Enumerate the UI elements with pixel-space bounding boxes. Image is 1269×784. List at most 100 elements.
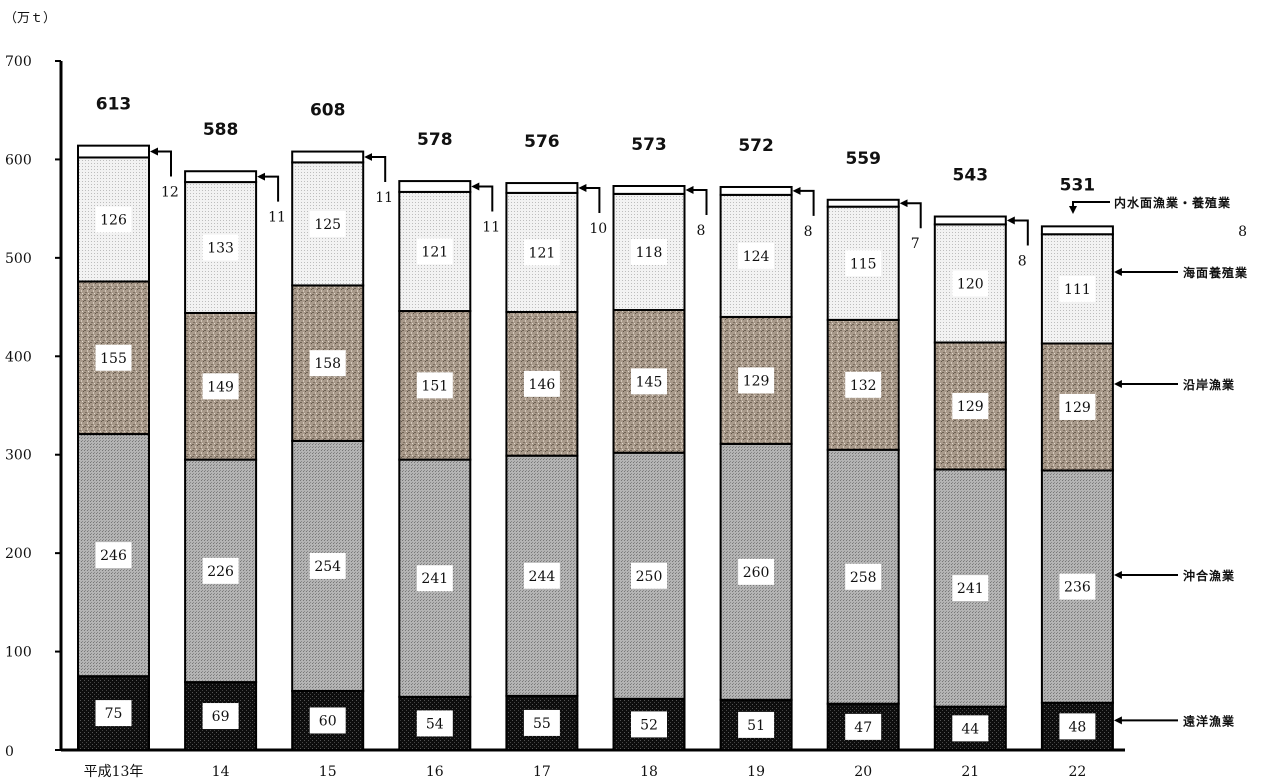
value-label-box — [1059, 275, 1096, 302]
x-tick-label: 20 — [854, 764, 872, 780]
inland-arrow — [1006, 216, 1029, 246]
inland-arrow — [471, 182, 494, 212]
bar-segment — [505, 182, 579, 194]
inland-arrow — [792, 186, 815, 216]
inland-value-label: 11 — [375, 190, 393, 206]
value-label-box — [631, 711, 667, 738]
value-label-box — [416, 565, 453, 592]
value-label: 48 — [1068, 719, 1086, 735]
value-label: 132 — [850, 378, 877, 394]
value-label: 51 — [747, 718, 765, 734]
value-label-box — [416, 238, 453, 265]
inland-value-label: 11 — [268, 210, 286, 226]
value-label: 44 — [961, 721, 979, 737]
x-tick-label: 22 — [1068, 764, 1086, 780]
value-label: 118 — [636, 245, 663, 261]
legend: 遠洋漁業 沖合漁業 沿岸漁業 海面養殖業 内水面漁業・養殖業 — [1069, 195, 1248, 728]
value-label: 125 — [314, 217, 341, 233]
value-label-box — [416, 372, 453, 399]
value-label: 75 — [105, 706, 123, 722]
total-label: 588 — [203, 120, 239, 140]
value-label-box — [309, 210, 346, 237]
value-label: 236 — [1064, 580, 1091, 596]
value-label: 145 — [636, 374, 663, 390]
value-label: 54 — [426, 716, 444, 732]
total-label: 573 — [631, 135, 667, 155]
value-label-box — [738, 367, 775, 394]
legend-label: 沿岸漁業 — [1182, 377, 1235, 392]
value-label-box — [631, 368, 667, 395]
bar-segment — [291, 439, 365, 692]
y-tick-label: 700 — [5, 54, 32, 70]
legend-label: 沖合漁業 — [1183, 568, 1235, 583]
value-label-box — [523, 239, 560, 266]
x-tick-label: 15 — [319, 764, 337, 780]
value-label-box — [631, 238, 667, 265]
value-label-box — [523, 709, 560, 736]
inland-value-label: 8 — [697, 223, 706, 239]
bar-segment — [933, 215, 1007, 226]
value-label-box — [1059, 393, 1096, 420]
legend-label: 海面養殖業 — [1183, 265, 1248, 280]
value-label: 121 — [421, 244, 448, 260]
value-label: 129 — [1064, 400, 1091, 416]
value-label: 129 — [743, 373, 770, 389]
value-label-box — [952, 715, 989, 742]
value-label-box — [845, 371, 882, 398]
x-tick-label: 17 — [533, 764, 551, 780]
value-label: 155 — [100, 351, 127, 367]
value-label-box — [845, 713, 882, 740]
value-label-box — [202, 234, 239, 261]
total-label: 559 — [845, 149, 881, 169]
bar-segment — [719, 185, 793, 196]
value-label-box — [738, 242, 775, 269]
value-label: 69 — [212, 709, 230, 725]
value-label-box — [95, 700, 132, 727]
inland-value-label: 8 — [1238, 224, 1247, 240]
y-axis-unit-label: （万ｔ） — [4, 11, 56, 26]
bar-segment — [77, 144, 150, 159]
inland-value-label: 8 — [804, 224, 813, 240]
inland-arrow — [899, 199, 922, 229]
bar-segment — [1040, 225, 1114, 236]
inland-arrow — [578, 183, 601, 213]
value-label-box — [845, 563, 882, 590]
value-label: 55 — [533, 716, 551, 732]
value-label-box — [202, 703, 239, 730]
x-tick-label: 21 — [961, 764, 979, 780]
inland-arrow — [685, 185, 708, 215]
legend-label: 遠洋漁業 — [1183, 713, 1235, 728]
legend-arrow — [1069, 201, 1110, 214]
value-label-box — [1059, 573, 1096, 600]
inland-value-label: 8 — [1018, 253, 1027, 269]
total-label: 572 — [738, 136, 774, 156]
value-label-box — [202, 557, 239, 584]
value-label: 244 — [529, 569, 556, 585]
value-label-box — [845, 250, 882, 277]
y-tick-label: 500 — [5, 251, 32, 267]
value-label: 124 — [743, 249, 770, 265]
value-label: 111 — [1064, 282, 1091, 298]
y-tick-label: 400 — [5, 349, 32, 365]
legend-label: 内水面漁業・養殖業 — [1114, 195, 1231, 210]
total-label: 531 — [1060, 175, 1096, 195]
inland-value-label: 12 — [161, 185, 179, 201]
value-label: 115 — [850, 256, 877, 272]
inland-value-label: 7 — [911, 236, 920, 252]
value-label-box — [202, 373, 239, 400]
value-label-box — [952, 270, 989, 297]
y-tick-label: 100 — [5, 645, 32, 661]
y-tick-label: 200 — [5, 546, 32, 562]
value-label: 126 — [100, 212, 127, 228]
total-label: 543 — [953, 166, 989, 186]
value-label: 129 — [957, 399, 984, 415]
value-label-box — [95, 542, 132, 569]
value-label-box — [952, 392, 989, 419]
bar-segment — [398, 180, 472, 193]
total-label: 578 — [417, 130, 453, 150]
value-label-box — [309, 350, 346, 377]
total-label: 576 — [524, 132, 560, 152]
value-label: 226 — [207, 564, 234, 580]
value-label-box — [1059, 713, 1096, 740]
value-label: 47 — [854, 720, 872, 736]
